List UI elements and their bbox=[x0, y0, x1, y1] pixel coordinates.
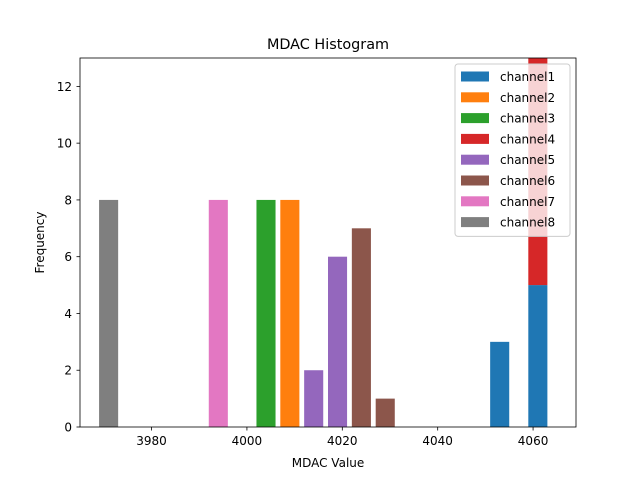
legend-label-channel7: channel7 bbox=[500, 195, 555, 209]
y-tick-label: 4 bbox=[64, 307, 72, 321]
y-tick-label: 0 bbox=[64, 421, 72, 435]
x-axis-label: MDAC Value bbox=[292, 456, 365, 470]
bar-channel1-4061 bbox=[528, 285, 548, 427]
y-tick-label: 10 bbox=[57, 137, 72, 151]
legend-label-channel1: channel1 bbox=[500, 70, 555, 84]
x-tick-label: 4020 bbox=[327, 434, 358, 448]
legend-swatch-channel7 bbox=[461, 196, 489, 207]
bar-channel3-4004 bbox=[256, 199, 276, 427]
bar-channel6-4029 bbox=[375, 398, 395, 427]
legend-swatch-channel4 bbox=[461, 133, 489, 144]
legend-label-channel6: channel6 bbox=[500, 174, 555, 188]
bar-channel1-4053 bbox=[490, 341, 510, 427]
bar-channel8-3971 bbox=[99, 199, 119, 427]
bar-channel2-4009 bbox=[280, 199, 300, 427]
x-tick-label: 3980 bbox=[136, 434, 167, 448]
legend-label-channel3: channel3 bbox=[500, 112, 555, 126]
bars-layer bbox=[99, 58, 548, 427]
y-tick-label: 12 bbox=[57, 80, 72, 94]
x-axis-ticks: 3980 4000 4020 4040 4060 bbox=[136, 427, 548, 448]
x-tick-label: 4040 bbox=[422, 434, 453, 448]
legend-swatch-channel8 bbox=[461, 217, 489, 228]
y-axis-ticks: 0 2 4 6 8 10 12 bbox=[57, 80, 80, 435]
legend-label-channel5: channel5 bbox=[500, 153, 555, 167]
legend-swatch-channel3 bbox=[461, 113, 489, 124]
y-tick-label: 2 bbox=[64, 364, 72, 378]
legend-box bbox=[454, 63, 571, 237]
legend-label-channel8: channel8 bbox=[500, 216, 555, 230]
plot-frame bbox=[79, 57, 577, 428]
bar-channel7-3994 bbox=[208, 199, 228, 427]
legend-label-channel4: channel4 bbox=[500, 132, 555, 146]
legend-swatch-channel1 bbox=[461, 71, 489, 82]
legend: channel1 channel2 channel3 channel4 channel5… bbox=[454, 63, 571, 237]
legend-label-channel2: channel2 bbox=[500, 91, 555, 105]
legend-swatch-channel2 bbox=[461, 92, 489, 103]
bar-channel5-4019 bbox=[328, 256, 348, 427]
y-axis-label: Frequency bbox=[33, 212, 47, 274]
bar-channel5-4014 bbox=[304, 370, 324, 427]
bar-channel6-4024 bbox=[351, 228, 371, 427]
y-tick-label: 6 bbox=[64, 250, 72, 264]
chart-title: MDAC Histogram bbox=[267, 37, 389, 53]
x-tick-label: 4060 bbox=[518, 434, 549, 448]
y-tick-label: 8 bbox=[64, 193, 72, 207]
legend-swatch-channel5 bbox=[461, 154, 489, 165]
x-tick-label: 4000 bbox=[232, 434, 263, 448]
legend-swatch-channel6 bbox=[461, 175, 489, 186]
